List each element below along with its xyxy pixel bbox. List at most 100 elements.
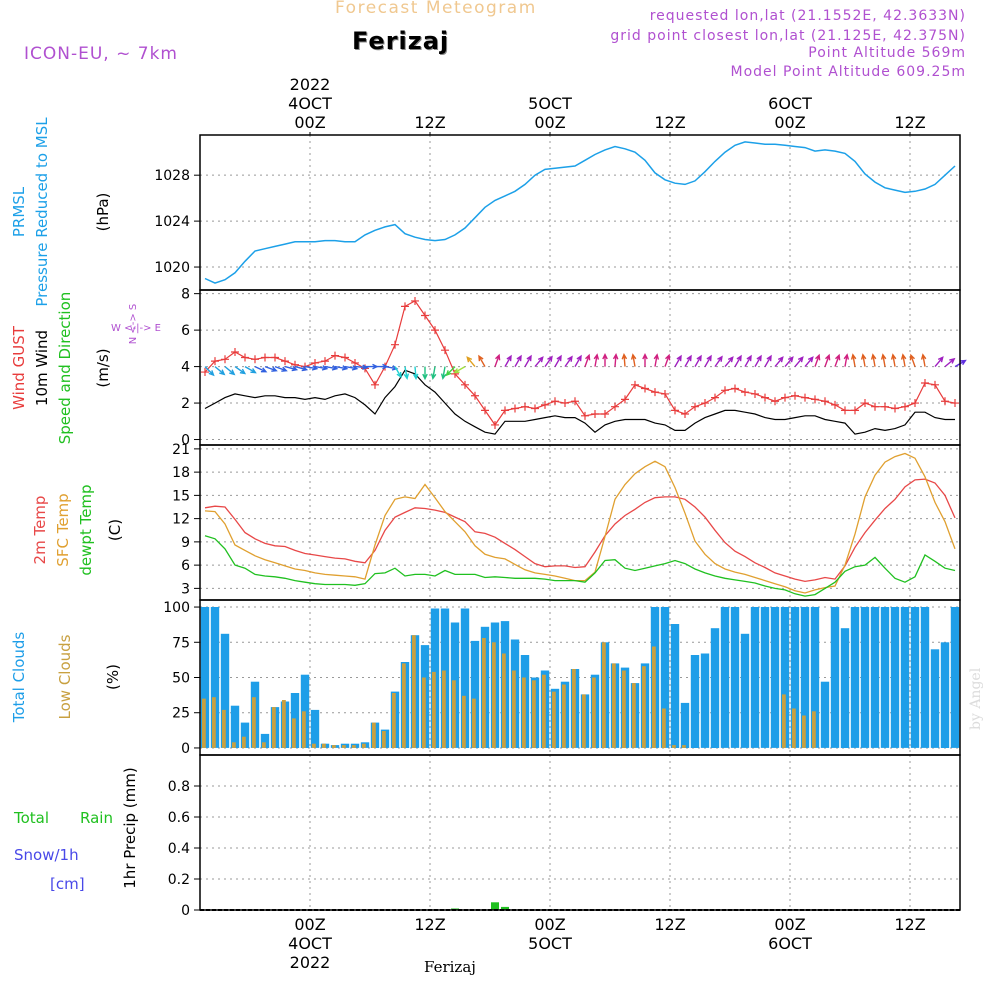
wind-direction-arrow [774, 356, 784, 368]
pressure-unit: (hPa) [94, 193, 112, 232]
wind-direction-arrow [394, 366, 402, 379]
wind-direction-arrow [466, 356, 476, 368]
wind-direction-arrow [784, 356, 794, 368]
time-label-top: 6OCT [768, 94, 812, 113]
wind-direction-arrow [630, 353, 637, 367]
low-cloud-bar [602, 642, 606, 748]
total-cloud-bar [260, 733, 270, 748]
gust-marker [611, 402, 619, 411]
low-cloud-bar [572, 669, 576, 748]
low-cloud-bar [262, 742, 266, 748]
gust-marker [641, 384, 649, 393]
low-cloud-bar [292, 718, 296, 748]
low-cloud-bar [522, 677, 526, 748]
total-cloud-bar [830, 607, 840, 748]
low-cloud-bar [352, 745, 356, 748]
low-cloud-bar [652, 646, 656, 748]
low-cloud-bar [542, 674, 546, 748]
low-cloud-bar [362, 743, 366, 748]
wind-direction-arrow [744, 354, 752, 367]
low-cloud-bar [512, 670, 516, 748]
low-cloud-bar [412, 635, 416, 748]
time-label-bottom: 12Z [654, 915, 685, 934]
wind-direction-arrow [534, 356, 544, 368]
total-cloud-bar [910, 607, 920, 748]
low-cloud-bar [592, 677, 596, 748]
total-cloud-bar [890, 607, 900, 748]
panel-frame [199, 444, 961, 601]
time-label-top: 12Z [654, 113, 685, 132]
wind-label-10m: 10m Wind [33, 330, 51, 406]
total-cloud-bar [940, 642, 950, 748]
gust-marker [241, 353, 249, 362]
cloud-label-low: Low Clouds [56, 634, 74, 719]
gust-marker [501, 406, 509, 415]
gust-marker [601, 410, 609, 418]
total-cloud-bar [920, 607, 930, 748]
total-cloud-bar [810, 607, 820, 748]
wind-direction-arrow [494, 353, 501, 367]
low-cloud-bar [402, 663, 406, 748]
compass-ns: N <-> S [128, 304, 139, 345]
gust-marker [671, 406, 679, 415]
total-cloud-bar [720, 607, 730, 748]
total-cloud-bar [900, 607, 910, 748]
low-cloud-bar [232, 742, 236, 748]
wind-direction-arrow [412, 366, 419, 381]
time-label-bottom: 5OCT [528, 934, 572, 953]
gust-marker [721, 386, 729, 395]
total-cloud-bar [820, 681, 830, 748]
gust-marker [871, 402, 879, 411]
total-cloud-bar [690, 655, 700, 748]
low-cloud-bar [422, 677, 426, 748]
gust-marker [801, 393, 809, 402]
wind-direction-arrow [843, 353, 850, 367]
wind-direction-arrow [445, 366, 456, 377]
point-altitude: Point Altitude 569m [808, 45, 966, 61]
gust-line [204, 300, 956, 426]
wind-direction-arrow [422, 366, 428, 381]
low-cloud-bar [672, 745, 676, 748]
gust-marker [281, 357, 289, 366]
pressure-label-2: Pressure Reduced to MSL [33, 117, 51, 307]
gust-marker [441, 346, 449, 355]
gust-marker [251, 355, 259, 364]
wind-direction-arrow [453, 365, 466, 374]
pressure-label-1: PRMSL [10, 186, 28, 237]
gust-marker [891, 404, 899, 413]
gust-marker [541, 400, 549, 409]
time-label-bottom: 00Z [294, 915, 325, 934]
y-tick-label: 25 [172, 706, 190, 722]
gust-marker [701, 399, 709, 408]
time-label-bottom: 12Z [894, 915, 925, 934]
wind-direction-arrow [653, 353, 660, 367]
total-cloud-bar [240, 722, 250, 748]
gust-marker [481, 406, 489, 415]
wind-direction-arrow [284, 365, 299, 372]
low-cloud-bar [382, 731, 386, 748]
wind-direction-arrow [860, 353, 867, 367]
wind-direction-arrow [870, 353, 877, 367]
y-tick-label: 4 [181, 360, 190, 376]
gust-marker [391, 340, 399, 349]
gust-marker [771, 397, 779, 406]
wind-direction-arrow [920, 353, 927, 367]
compass-we: W <-|-> E [111, 323, 161, 334]
model-label: ICON-EU, ~ 7km [24, 44, 178, 64]
total-cloud-bar [220, 633, 230, 748]
total-cloud-bar [470, 640, 480, 748]
gust-marker [221, 355, 229, 364]
dewpt-line [204, 535, 956, 597]
total-cloud-bar [310, 709, 320, 748]
wind-direction-arrow [880, 353, 887, 367]
wind-direction-arrow [244, 365, 257, 374]
total-cloud-bar [660, 607, 670, 748]
gust-marker [471, 391, 479, 400]
total-cloud-bar [950, 607, 960, 748]
y-tick-label: 18 [172, 465, 190, 481]
gust-marker [231, 348, 239, 356]
station-title: Ferizaj [352, 27, 450, 55]
total-cloud-bar [710, 628, 720, 748]
wind-direction-arrow [612, 352, 619, 367]
wind-direction-arrow [524, 354, 532, 367]
